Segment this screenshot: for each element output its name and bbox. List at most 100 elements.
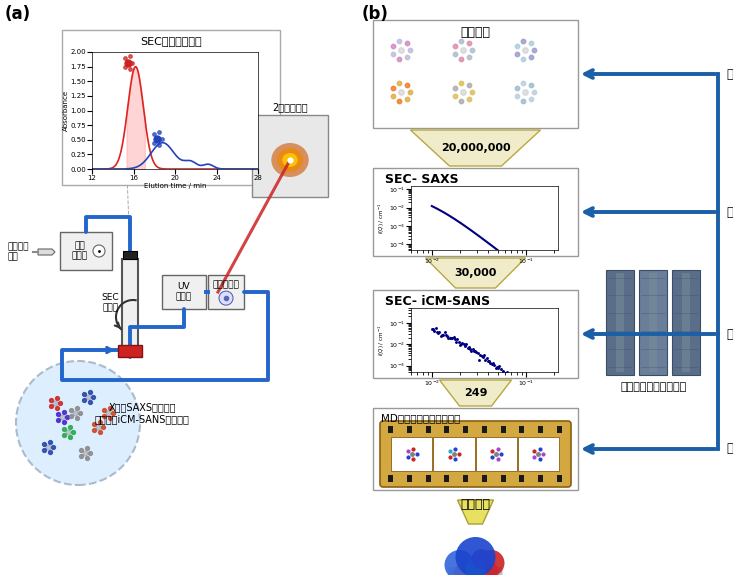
Point — [483, 356, 495, 366]
Point — [539, 399, 551, 408]
Point — [438, 331, 449, 340]
Point — [519, 385, 531, 394]
Bar — [373, 168, 578, 256]
Point — [472, 348, 484, 358]
Point — [482, 356, 494, 366]
Bar — [482, 426, 487, 433]
Point — [512, 379, 523, 388]
Point — [477, 352, 489, 362]
Point — [454, 340, 465, 350]
Point — [503, 369, 515, 378]
Bar — [606, 270, 634, 374]
X-axis label: Elution time / min: Elution time / min — [144, 183, 206, 189]
Point — [427, 324, 439, 333]
Text: スーパーコンピュータ: スーパーコンピュータ — [621, 382, 687, 393]
Text: X線（SAXSの場合）
中性子（iCM-SANSの場合）: X線（SAXSの場合） 中性子（iCM-SANSの場合） — [95, 402, 189, 424]
Point — [448, 333, 460, 342]
Point — [431, 328, 443, 337]
Bar — [426, 426, 430, 433]
Point — [439, 328, 451, 337]
Point — [509, 378, 520, 388]
Text: 候補の絞り込み: 候補の絞り込み — [726, 328, 733, 340]
Point — [441, 332, 453, 341]
Point — [498, 368, 510, 377]
Text: 最適構造: 最適構造 — [460, 498, 490, 511]
Point — [528, 392, 539, 401]
Point — [471, 347, 482, 356]
Text: SEC- SAXS: SEC- SAXS — [385, 173, 459, 186]
Bar — [122, 259, 138, 347]
Circle shape — [219, 291, 233, 305]
Text: 2次元検出器: 2次元検出器 — [272, 102, 308, 112]
Text: SEC
カラム: SEC カラム — [101, 293, 119, 313]
Bar — [252, 115, 328, 197]
Bar — [388, 426, 393, 433]
Text: (a): (a) — [5, 5, 31, 23]
Circle shape — [471, 549, 492, 569]
Bar — [444, 426, 449, 433]
Point — [552, 408, 564, 417]
Circle shape — [455, 537, 496, 575]
Point — [538, 397, 550, 407]
Bar — [388, 475, 393, 482]
Point — [474, 350, 486, 359]
Circle shape — [93, 245, 105, 257]
Bar — [118, 345, 142, 357]
Bar — [407, 475, 412, 482]
Bar — [373, 20, 578, 128]
Point — [496, 370, 508, 379]
Circle shape — [444, 550, 474, 575]
Polygon shape — [457, 500, 493, 524]
Point — [534, 396, 546, 405]
Point — [501, 368, 513, 377]
Point — [543, 402, 555, 411]
Point — [542, 402, 553, 412]
Text: (b): (b) — [362, 5, 389, 23]
Point — [458, 339, 470, 348]
Point — [432, 328, 444, 337]
Point — [488, 360, 500, 369]
Bar — [520, 475, 524, 482]
Point — [459, 342, 471, 351]
Circle shape — [479, 550, 504, 575]
Y-axis label: $I(Q)$ / cm$^{-1}$: $I(Q)$ / cm$^{-1}$ — [377, 324, 387, 356]
Point — [445, 334, 457, 343]
Point — [515, 380, 527, 389]
Point — [517, 384, 528, 393]
Bar — [501, 426, 506, 433]
Text: SEC- iCM-SANS: SEC- iCM-SANS — [385, 295, 490, 308]
Point — [498, 366, 509, 375]
Point — [507, 374, 519, 384]
Bar — [538, 475, 543, 482]
Point — [479, 355, 491, 365]
Text: 249: 249 — [464, 388, 487, 398]
Point — [434, 327, 446, 336]
Point — [493, 363, 504, 373]
Bar — [616, 273, 624, 371]
Point — [429, 326, 441, 335]
Text: ダイナミクス計算: ダイナミクス計算 — [726, 443, 733, 455]
Point — [507, 375, 518, 384]
Point — [532, 392, 544, 401]
Text: UV
検出器: UV 検出器 — [176, 282, 192, 302]
Point — [536, 396, 548, 405]
Point — [517, 382, 529, 391]
Text: SEC溶出チャート: SEC溶出チャート — [140, 36, 202, 46]
Bar — [373, 290, 578, 378]
Bar — [517, 437, 559, 471]
Point — [460, 340, 472, 349]
Point — [485, 359, 496, 368]
Polygon shape — [425, 258, 526, 288]
Text: 20,000,000: 20,000,000 — [441, 143, 510, 153]
Point — [463, 342, 475, 351]
Bar — [463, 426, 468, 433]
Point — [444, 333, 456, 342]
Point — [462, 343, 474, 352]
Point — [500, 369, 512, 378]
Bar — [433, 437, 474, 471]
Bar — [538, 426, 543, 433]
Bar — [373, 408, 578, 490]
Point — [523, 387, 534, 396]
Point — [443, 334, 454, 343]
Point — [464, 344, 476, 354]
